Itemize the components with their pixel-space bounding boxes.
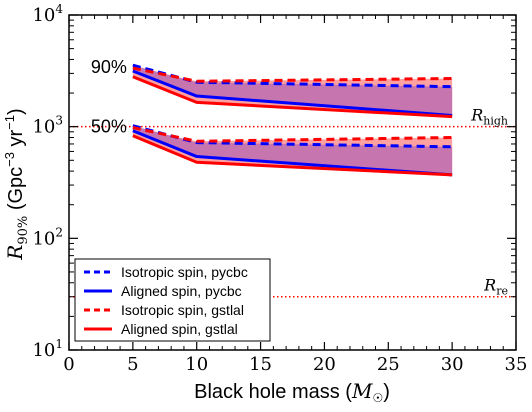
x-tick-label-7: 35: [505, 354, 528, 375]
series-line-0-1: [132, 69, 453, 117]
legend: Isotropic spin, pycbc Aligned spin, pycbc…: [74, 258, 271, 342]
x-axis-label: Black hole mass (M☉): [194, 379, 390, 405]
series-line-1-1: [132, 129, 453, 177]
series-line-1-2: [132, 126, 453, 143]
series-line-0-2: [132, 66, 453, 83]
series-line-1-3: [132, 134, 453, 177]
band-pycbc-1: [132, 125, 453, 175]
x-tick-label-0: 0: [63, 354, 74, 375]
x-tick-label-5: 25: [377, 354, 400, 375]
reference-label-1: Rre: [483, 276, 508, 298]
reference-lines: [69, 125, 516, 298]
x-tick-label-1: 5: [127, 354, 138, 375]
y-axis-label: R90% (Gpc−3 yr−1): [2, 108, 31, 260]
x-tick-label-4: 20: [313, 354, 336, 375]
legend-label-2: Isotropic spin, gstlal: [121, 302, 244, 318]
group-label-1: 50%: [91, 117, 127, 137]
series-lines: [132, 63, 453, 177]
tick-labels: 0 5 10 15 20 25 30 35 101 102 103 104: [32, 2, 527, 375]
x-tick-label-6: 30: [441, 354, 464, 375]
plot-frame: [68, 14, 517, 351]
y-tick-label-0: 101: [32, 337, 63, 361]
series-line-0-3: [132, 75, 453, 119]
reference-label-0: Rhigh: [470, 106, 508, 128]
legend-label-1: Aligned spin, pycbc: [121, 283, 242, 299]
x-tick-label-3: 15: [249, 354, 272, 375]
group-label-0: 90%: [91, 57, 127, 77]
legend-label-3: Aligned spin, gstlal: [121, 321, 238, 337]
y-tick-label-1: 102: [32, 225, 63, 249]
y-tick-label-3: 104: [32, 2, 63, 26]
group-labels: 90% 50%: [91, 57, 127, 137]
reference-labels: Rhigh Rre: [470, 106, 508, 298]
axis-ticks: [68, 14, 517, 351]
y-tick-label-2: 103: [32, 114, 63, 138]
x-tick-label-2: 10: [185, 354, 208, 375]
legend-label-0: Isotropic spin, pycbc: [121, 264, 248, 280]
band-pycbc-0: [132, 65, 453, 116]
